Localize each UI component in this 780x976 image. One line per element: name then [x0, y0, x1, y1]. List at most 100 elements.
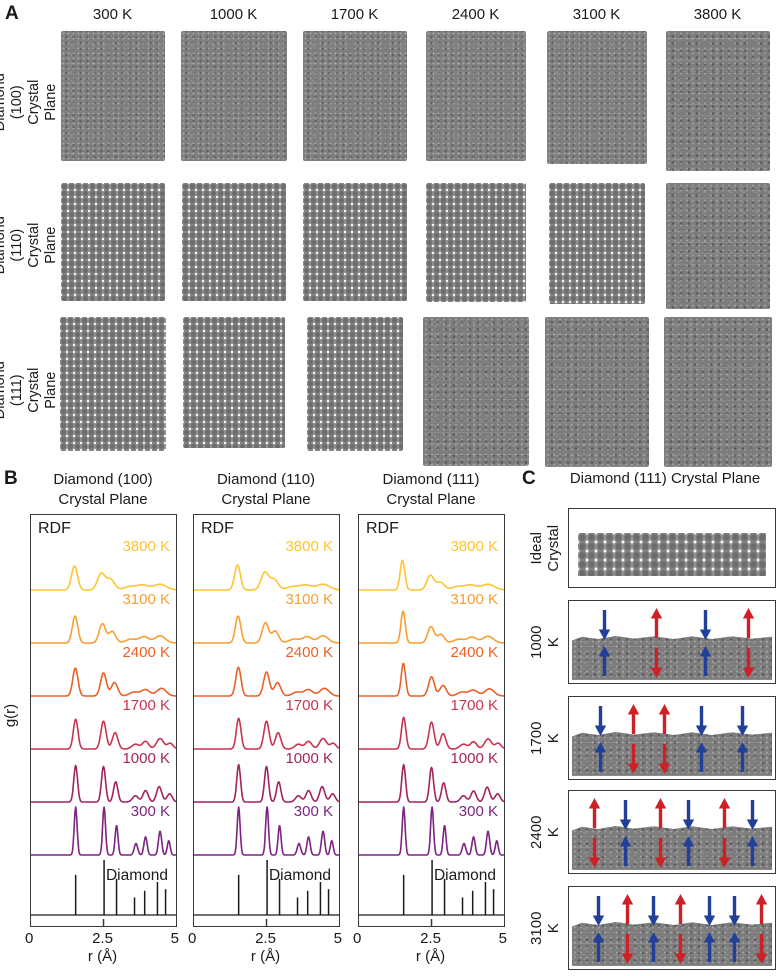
- curve-temperature-label: 3100 K: [285, 591, 333, 608]
- surface-row-label-wrap: 3100 K: [522, 886, 568, 970]
- surface-view-box: [568, 696, 776, 780]
- rdf-curve: [31, 615, 176, 644]
- snapshot-cell: [173, 178, 294, 309]
- surface-arrow: [742, 608, 755, 640]
- surface-view-row: [568, 790, 776, 874]
- snapshot-image: [302, 31, 407, 161]
- x-axis-ticks: 0 2.5 5: [188, 927, 342, 947]
- surface-arrow: [746, 798, 759, 830]
- snapshot-image: [182, 317, 285, 448]
- snapshot-row: Diamond (110) Crystal Plane: [0, 178, 778, 312]
- surface-arrow: [682, 798, 695, 830]
- snapshot-cell: [536, 312, 657, 467]
- surface-arrow: [728, 894, 741, 926]
- snapshot-cells: [52, 312, 778, 467]
- x-axis-label: r (Å): [250, 948, 281, 965]
- rdf-curve: [194, 564, 339, 591]
- surface-row-label: Ideal Crystal: [527, 524, 563, 572]
- surface-arrow: [699, 646, 712, 678]
- snapshot-image: [59, 317, 166, 451]
- temperature-header-row: 300 K 1000 K 1700 K 2400 K 3100 K 3800 K: [52, 6, 778, 23]
- surface-row-label: 1000 K: [527, 625, 562, 659]
- temperature-label: 3100 K: [572, 6, 621, 23]
- surface-arrow: [588, 798, 601, 830]
- panel-b-letter: B: [4, 468, 18, 489]
- curve-temperature-label: 3800 K: [122, 538, 170, 555]
- rdf-curve: [359, 806, 504, 856]
- chart-title: Diamond (111) Crystal Plane: [382, 471, 480, 508]
- snapshot-image: [665, 183, 770, 309]
- surface-arrow: [627, 704, 640, 736]
- snapshot-cell: [657, 26, 778, 171]
- x-tick: 2.5: [255, 930, 276, 947]
- surface-arrow: [658, 742, 671, 774]
- x-tick: 0: [188, 930, 197, 947]
- surface-row-label-wrap: 1700 K: [522, 696, 568, 780]
- chart-plot-box: 3800 K 3100 K 2400 K 1700 K 1000 K 300 K RDF Di…: [358, 514, 505, 927]
- chart-plot-box: 3800 K 3100 K 2400 K 1700 K 1000 K 300 K RDF Di…: [193, 514, 340, 927]
- curve-temperature-label: 300 K: [293, 803, 333, 820]
- rdf-inner-label: RDF: [38, 520, 71, 537]
- snapshot-grid: Diamond (100) Crystal Plane Diamond (110)…: [0, 26, 778, 468]
- rdf-curve: [359, 763, 504, 803]
- snapshot-cells: [52, 26, 778, 171]
- panel-c-surface-views: C Diamond (111) Crystal Plane Ideal Crys…: [520, 467, 780, 976]
- curve-temperature-label: 2400 K: [122, 644, 170, 661]
- surface-row-label-wrap: Ideal Crystal: [522, 508, 568, 588]
- curve-temperature-label: 1700 K: [450, 697, 498, 714]
- x-axis-label: r (Å): [87, 948, 118, 965]
- snapshot-cells: [52, 178, 778, 309]
- curve-temperature-label: 300 K: [458, 803, 498, 820]
- surface-arrow: [598, 608, 611, 640]
- panel-a-snapshots: A 300 K 1000 K 1700 K 2400 K 3100 K 3800 K Di…: [0, 0, 780, 468]
- panel-a-letter: A: [5, 3, 19, 24]
- snapshot-cell: [52, 26, 173, 171]
- snapshot-image: [425, 183, 526, 302]
- curve-temperature-label: 300 K: [130, 803, 170, 820]
- atom-slab: [578, 533, 766, 576]
- panel-c-letter: C: [522, 468, 536, 489]
- curve-temperature-label: 1000 K: [450, 750, 498, 767]
- curve-temperature-label: 3800 K: [450, 538, 498, 555]
- surface-arrow: [621, 932, 634, 964]
- snapshot-cell: [173, 312, 294, 467]
- x-tick: 0: [25, 930, 34, 947]
- surface-arrow: [592, 894, 605, 926]
- snapshot-image: [663, 317, 772, 467]
- rdf-inner-label: RDF: [201, 520, 234, 537]
- rdf-curve: [359, 716, 504, 750]
- snapshot-cell: [294, 178, 415, 309]
- surface-view-box: [568, 886, 776, 970]
- rdf-curve: [194, 717, 339, 750]
- rdf-inner-label: RDF: [366, 520, 399, 537]
- surface-view-box: [568, 790, 776, 874]
- temperature-label: 300 K: [92, 6, 133, 23]
- atom-slab: [572, 825, 772, 870]
- surface-row-label: 2400 K: [527, 815, 562, 849]
- curve-temperature-label: 1700 K: [122, 697, 170, 714]
- surface-arrow: [674, 932, 687, 964]
- surface-arrow: [682, 836, 695, 868]
- row-label-wrap: Diamond (111) Crystal Plane: [0, 312, 59, 468]
- chart-title: Diamond (100) Crystal Plane: [53, 471, 153, 508]
- temperature-label: 3800 K: [693, 6, 742, 23]
- snapshot-image: [60, 31, 165, 161]
- row-label: Diamond (100) Crystal Plane: [0, 72, 60, 132]
- x-axis-ticks: 0 2.5 5: [353, 927, 507, 947]
- surface-view-row: [568, 508, 776, 588]
- atom-slab: [572, 921, 772, 966]
- snapshot-image: [546, 31, 647, 164]
- atom-slab: [572, 731, 772, 776]
- rdf-chart-group: Diamond (110) Crystal Plane 3800 K 3100 K 2…: [188, 467, 342, 965]
- rdf-chart-group: Diamond (100) Crystal Plane 3800 K 3100 K 2…: [25, 467, 179, 965]
- rdf-curve: [31, 764, 176, 803]
- snapshot-image: [60, 183, 165, 301]
- surface-view-row: [568, 600, 776, 684]
- rdf-curve: [31, 806, 176, 856]
- curve-temperature-label: 2400 K: [450, 644, 498, 661]
- snapshot-cell: [657, 178, 778, 309]
- surface-arrow: [755, 932, 768, 964]
- snapshot-row: Diamond (111) Crystal Plane: [0, 312, 778, 468]
- surface-arrow: [755, 894, 768, 926]
- surface-arrow: [695, 704, 708, 736]
